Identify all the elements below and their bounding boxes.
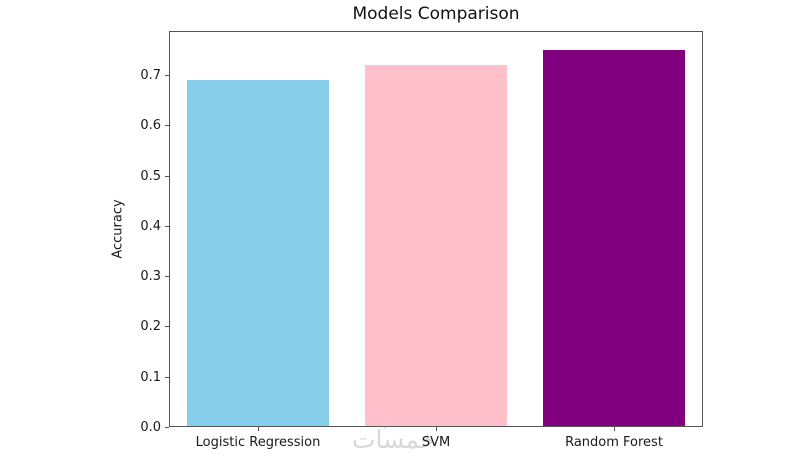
x-tick-mark: [258, 427, 259, 431]
y-tick-label-0.3: 0.3: [140, 269, 161, 285]
y-tick-mark: [165, 125, 169, 127]
x-tick-mark: [614, 427, 615, 431]
x-tick-label-random-forest: Random Forest: [565, 435, 663, 450]
bar-svm: [364, 64, 508, 427]
x-tick-mark: [436, 427, 437, 431]
y-tick-mark: [165, 376, 169, 378]
y-tick-label-0.6: 0.6: [140, 118, 161, 134]
x-tick-label-svm: SVM: [421, 435, 451, 450]
y-tick-label-0.0: 0.0: [140, 420, 161, 435]
y-tick-label-0.1: 0.1: [140, 369, 161, 385]
x-tick-label-logistic-regression: Logistic Regression: [195, 435, 321, 450]
bar-random-forest: [542, 49, 686, 427]
y-tick-label-0.4: 0.4: [140, 218, 161, 234]
chart-title: Models Comparison: [352, 4, 520, 24]
y-tick-mark: [165, 225, 169, 227]
y-tick-mark: [165, 276, 169, 278]
y-tick-mark: [165, 75, 169, 76]
y-tick-mark: [165, 427, 169, 428]
watermark: خمسات: [352, 425, 436, 454]
y-tick-label-0.7: 0.7: [140, 68, 161, 83]
y-tick-label-0.5: 0.5: [140, 168, 161, 184]
y-tick-mark: [165, 326, 169, 328]
bar-logistic-regression: [186, 80, 330, 427]
y-tick-label-0.2: 0.2: [140, 319, 161, 335]
y-tick-mark: [165, 175, 169, 177]
